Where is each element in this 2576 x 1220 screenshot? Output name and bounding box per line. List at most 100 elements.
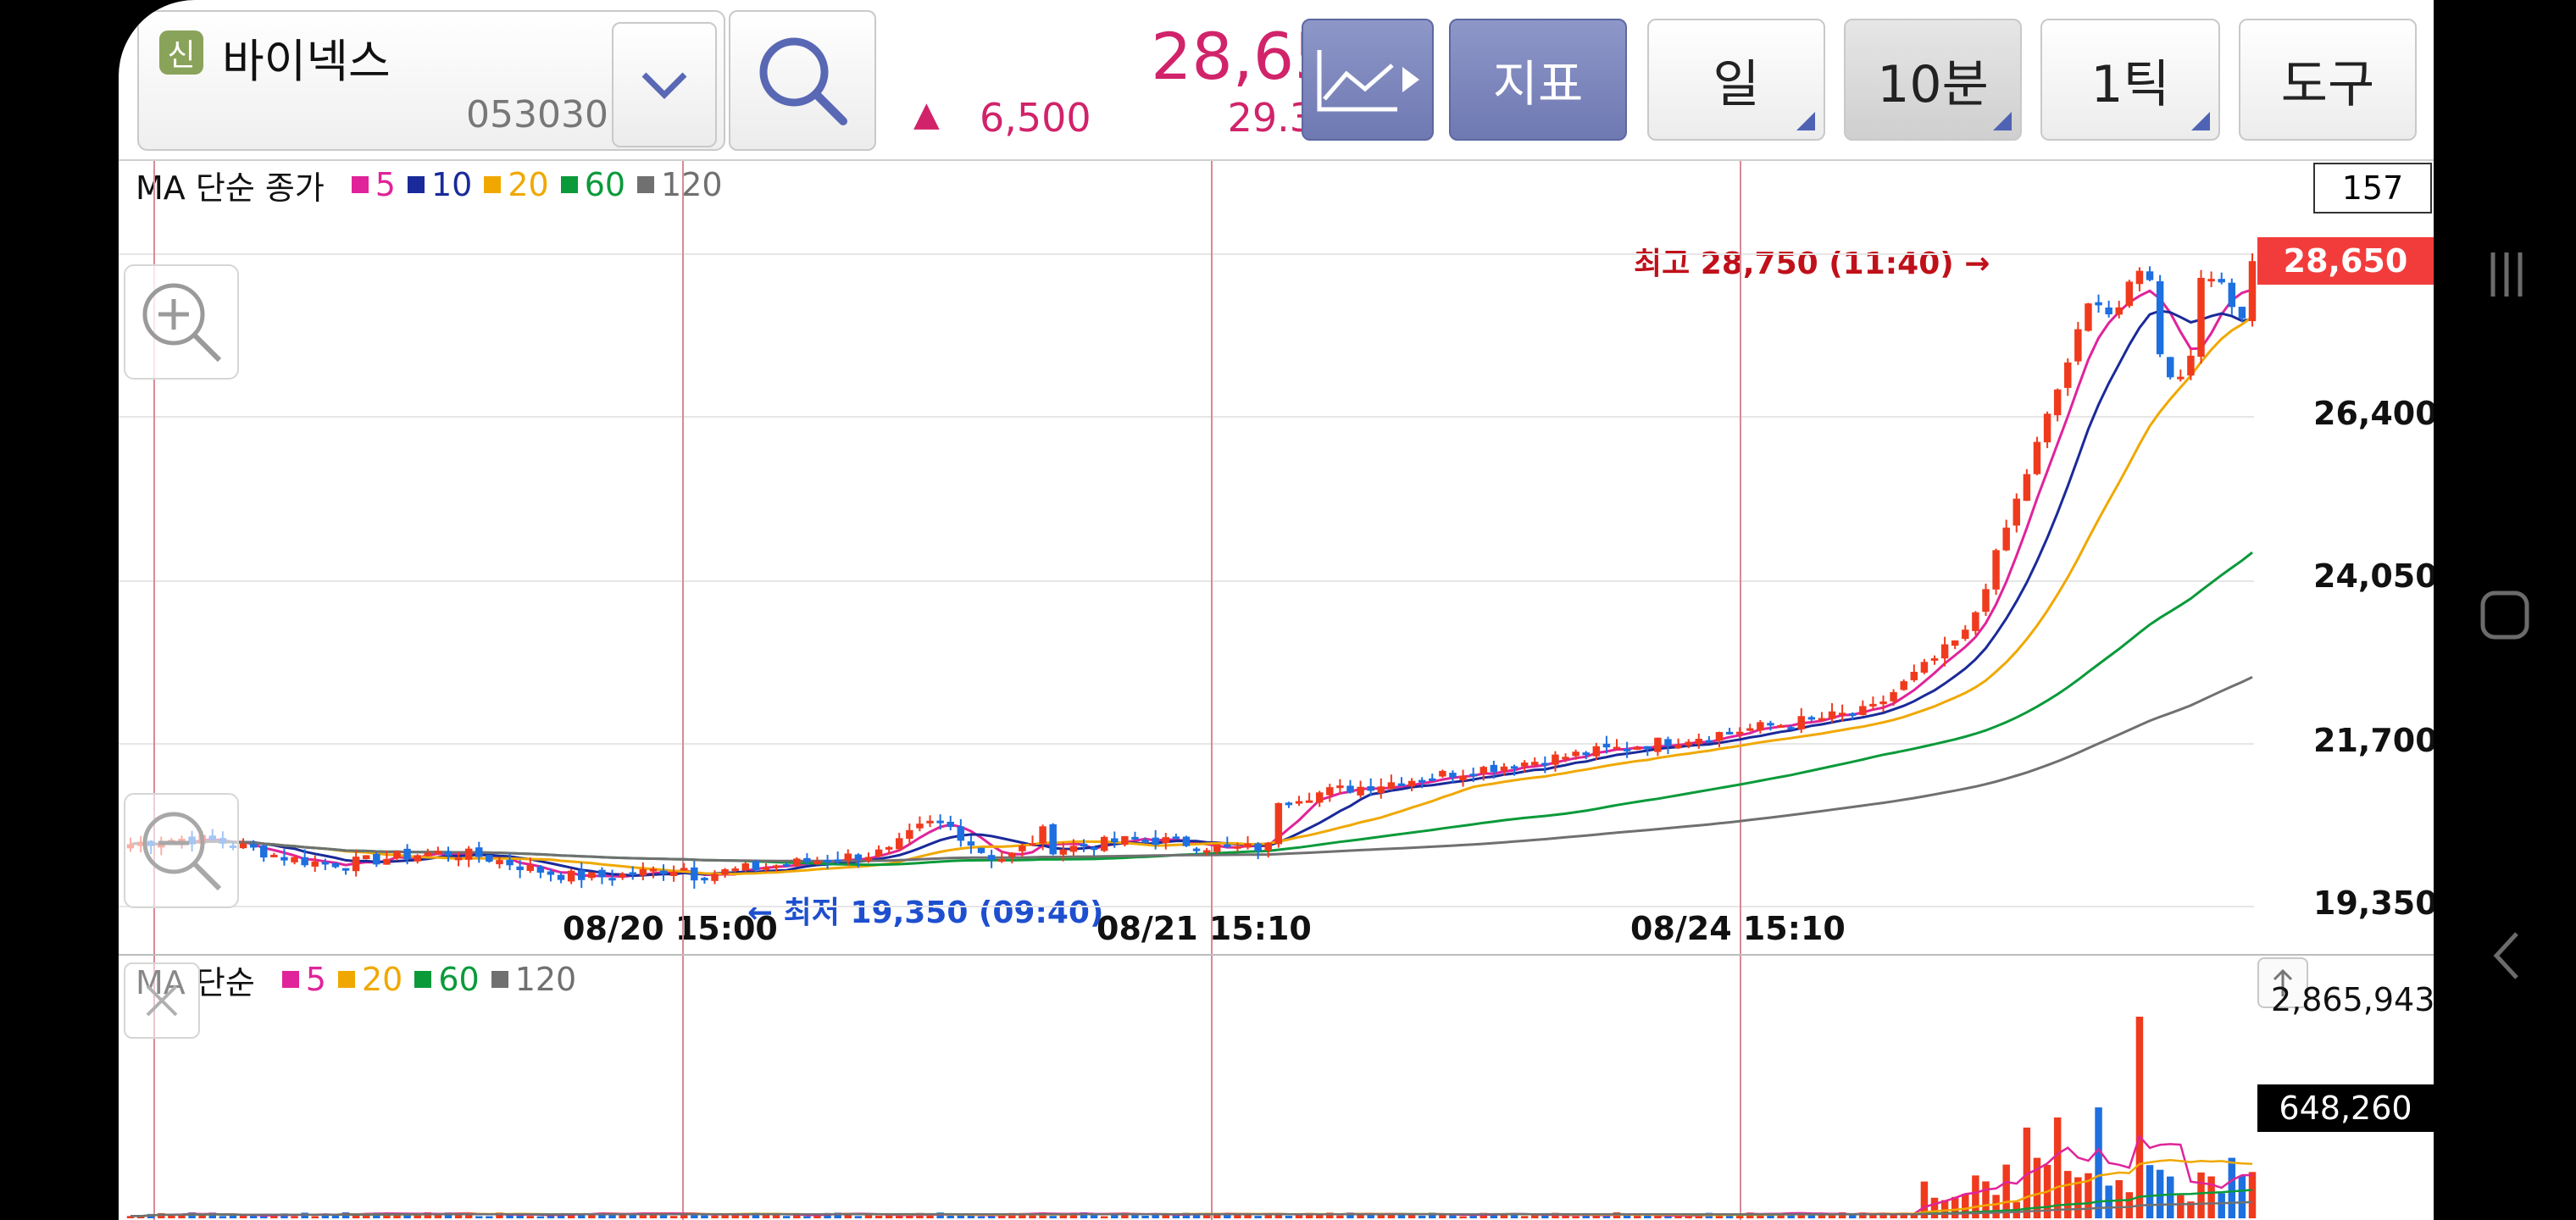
volume-bar [741, 1214, 750, 1218]
candle-body [1315, 792, 1324, 803]
candle-body [2043, 413, 2051, 443]
candle-body [1100, 836, 1108, 851]
volume-bar [270, 1215, 278, 1218]
candle-body [1192, 848, 1201, 851]
volume-ma-line [130, 1134, 2253, 1217]
volume-bar [136, 1216, 145, 1218]
volume-bar [2207, 1176, 2215, 1218]
candle-body [475, 847, 483, 857]
candle-body [1490, 764, 1498, 773]
candle-body [1449, 773, 1457, 778]
candle-body [1572, 751, 1579, 757]
candle-body [639, 868, 647, 876]
candle-body [2125, 281, 2134, 307]
candle-body [1900, 681, 1907, 690]
volume-bar [403, 1215, 411, 1218]
price-ma-legend-swatch [637, 176, 655, 193]
volume-bar [1644, 1215, 1652, 1218]
chart-type-button[interactable] [1302, 19, 1434, 141]
candle-body [1890, 691, 1897, 702]
candle-body [711, 873, 719, 881]
candle-body [1818, 718, 1826, 721]
change-arrow: ▲ [913, 95, 940, 134]
candle-body [701, 878, 708, 881]
volume-ma-legend-swatch [491, 971, 508, 988]
volume-bar [1654, 1216, 1662, 1218]
volume-bar [1541, 1215, 1549, 1218]
volume-bar [2085, 1173, 2092, 1218]
candle-body [1725, 731, 1734, 735]
close-icon [146, 984, 178, 1017]
recent-apps-button[interactable] [2481, 249, 2532, 300]
candle-body [680, 868, 688, 871]
candle-body [1131, 836, 1139, 840]
candle-body [516, 866, 524, 871]
period-10min-button[interactable]: 10분 [1844, 19, 2022, 141]
volume-bar [1848, 1214, 1857, 1218]
indicator-button[interactable]: 지표 [1449, 19, 1627, 141]
search-button[interactable] [729, 10, 876, 151]
volume-bar [168, 1213, 175, 1218]
tools-button[interactable]: 도구 [2239, 19, 2417, 141]
candle-body [1039, 826, 1046, 844]
volume-bar [1111, 1212, 1119, 1218]
candle-body [1121, 835, 1129, 846]
volume-bar [619, 1215, 626, 1218]
volume-bar [772, 1214, 780, 1218]
period-day-label: 일 [1713, 54, 1760, 114]
candle-body [1059, 849, 1068, 855]
candle-body [1295, 801, 1303, 804]
stock-dropdown-button[interactable] [612, 22, 717, 147]
candle-body [1664, 739, 1672, 746]
candle-body [1602, 743, 1611, 748]
price-chart[interactable] [119, 161, 2434, 1220]
zoom-in-button[interactable] [124, 264, 239, 380]
y-tick-label: 19,350 [2313, 884, 2434, 922]
volume-bar [1029, 1213, 1036, 1218]
zoom-out-button[interactable] [124, 793, 239, 908]
back-button[interactable] [2486, 929, 2529, 983]
volume-bar [1664, 1215, 1672, 1218]
period-tick-button[interactable]: 1틱 [2040, 19, 2220, 141]
candle-body [1141, 840, 1149, 843]
candle-body [2238, 307, 2246, 319]
volume-bar [260, 1216, 268, 1218]
candle-body [896, 838, 903, 850]
candle-body [1459, 775, 1467, 781]
search-icon [759, 37, 847, 125]
volume-bar [1940, 1200, 1949, 1218]
volume-ma-legend-label: 60 [438, 961, 480, 998]
volume-bar [506, 1215, 514, 1218]
home-button[interactable] [2478, 588, 2532, 642]
volume-bar [1777, 1213, 1785, 1218]
volume-bar [1367, 1214, 1374, 1218]
volume-ma-legend-label: 120 [514, 961, 577, 998]
volume-bar [536, 1216, 545, 1218]
candle-body [352, 857, 360, 872]
candle-body [1520, 762, 1529, 767]
candle-body [2146, 271, 2154, 280]
candle-body [1202, 850, 1211, 853]
volume-bar [1131, 1213, 1139, 1218]
volume-bar [1818, 1213, 1826, 1218]
volume-bar [1418, 1215, 1426, 1218]
volume-bar [1674, 1215, 1682, 1218]
candle-body [619, 873, 626, 878]
candle-body [2228, 282, 2236, 308]
close-panel-button[interactable] [124, 962, 200, 1039]
expand-panel-button[interactable] [2257, 957, 2308, 1008]
period-day-button[interactable]: 일 [1647, 19, 1825, 141]
candle-body [1613, 746, 1621, 750]
candle-body [1623, 748, 1631, 751]
candle-body [1152, 837, 1159, 846]
candle-body [2105, 307, 2112, 315]
volume-bar [1972, 1175, 1979, 1218]
candle-body [1008, 852, 1016, 857]
volume-bar [1787, 1212, 1795, 1218]
candle-body [1962, 629, 1969, 640]
volume-bar [1407, 1214, 1416, 1218]
volume-bar [2074, 1177, 2082, 1218]
volume-bar [844, 1212, 852, 1218]
volume-bar [1387, 1214, 1396, 1218]
volume-bar [1059, 1214, 1068, 1218]
